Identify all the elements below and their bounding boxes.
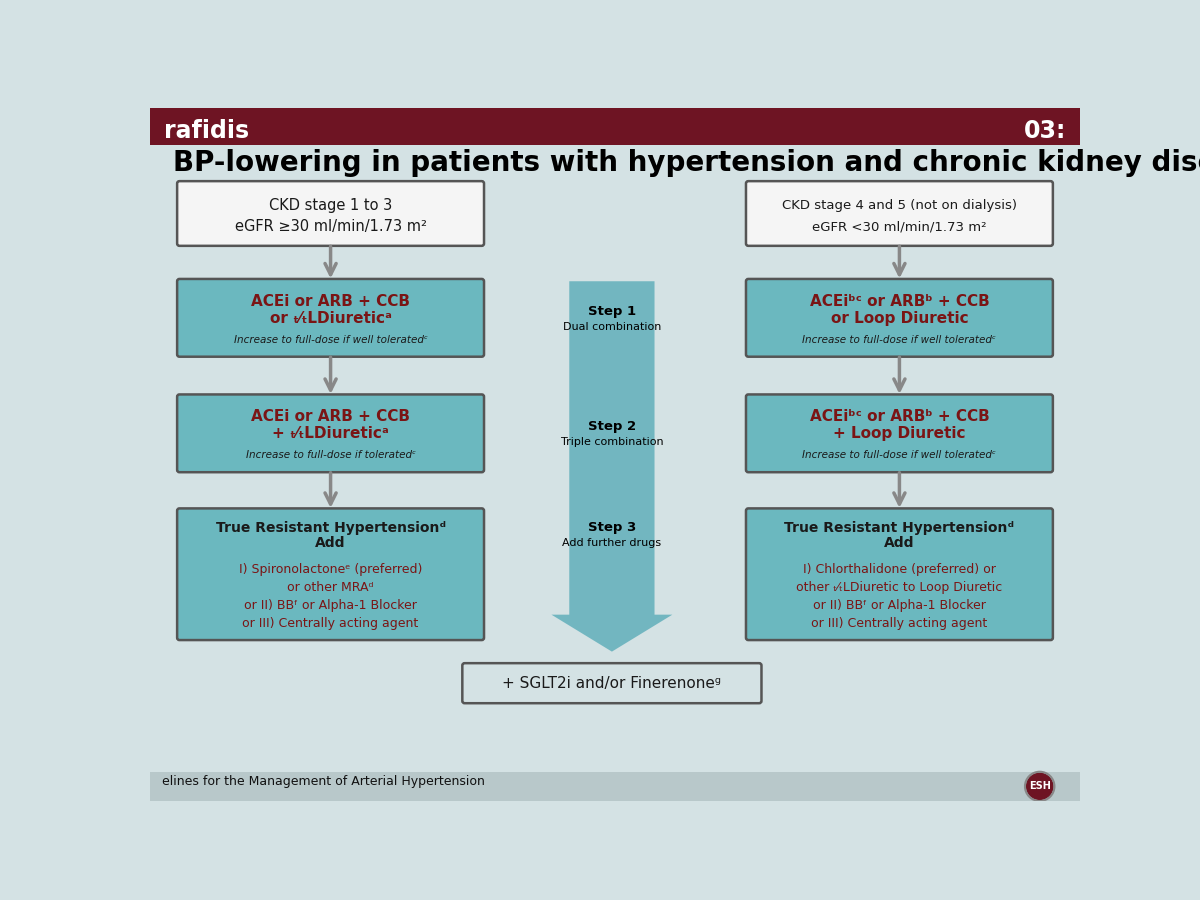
Text: eGFR ≥30 ml/min/1.73 m²: eGFR ≥30 ml/min/1.73 m²	[234, 219, 426, 234]
Text: + ₜ⁄ₜLDiureticᵃ: + ₜ⁄ₜLDiureticᵃ	[272, 427, 389, 441]
Text: Increase to full-dose if well toleratedᶜ: Increase to full-dose if well toleratedᶜ	[803, 335, 996, 345]
Text: True Resistant Hypertensionᵈ: True Resistant Hypertensionᵈ	[785, 520, 1014, 535]
Text: I) Chlorthalidone (preferred) or
other ₜ⁄ₜLDiuretic to Loop Diuretic
or II) BBᶠ : I) Chlorthalidone (preferred) or other ₜ…	[797, 563, 1002, 630]
FancyBboxPatch shape	[178, 394, 484, 472]
Text: ACEi or ARB + CCB: ACEi or ARB + CCB	[251, 293, 410, 309]
Text: ACEiᵇᶜ or ARBᵇ + CCB: ACEiᵇᶜ or ARBᵇ + CCB	[810, 410, 989, 424]
Text: Increase to full-dose if well toleratedᶜ: Increase to full-dose if well toleratedᶜ	[234, 335, 427, 345]
FancyBboxPatch shape	[462, 663, 762, 703]
FancyBboxPatch shape	[746, 181, 1052, 246]
Circle shape	[1026, 773, 1052, 799]
Text: or ₜ⁄ₜLDiureticᵃ: or ₜ⁄ₜLDiureticᵃ	[270, 310, 391, 326]
FancyBboxPatch shape	[178, 508, 484, 640]
Text: ACEiᵇᶜ or ARBᵇ + CCB: ACEiᵇᶜ or ARBᵇ + CCB	[810, 293, 989, 309]
Text: Step 2: Step 2	[588, 420, 636, 433]
Text: Step 1: Step 1	[588, 305, 636, 318]
FancyBboxPatch shape	[746, 394, 1052, 472]
Text: eGFR <30 ml/min/1.73 m²: eGFR <30 ml/min/1.73 m²	[812, 220, 986, 233]
Text: Increase to full-dose if toleratedᶜ: Increase to full-dose if toleratedᶜ	[246, 450, 415, 460]
Text: ESH: ESH	[1028, 781, 1051, 791]
FancyBboxPatch shape	[150, 771, 1080, 801]
FancyBboxPatch shape	[178, 279, 484, 356]
Text: I) Spironolactoneᵉ (preferred)
or other MRAᵈ
or II) BBᶠ or Alpha-1 Blocker
or II: I) Spironolactoneᵉ (preferred) or other …	[239, 563, 422, 630]
FancyBboxPatch shape	[746, 279, 1052, 356]
Text: Add further drugs: Add further drugs	[563, 538, 661, 548]
Text: CKD stage 4 and 5 (not on dialysis): CKD stage 4 and 5 (not on dialysis)	[782, 199, 1016, 212]
Text: Triple combination: Triple combination	[560, 437, 664, 447]
Text: elines for the Management of Arterial Hypertension: elines for the Management of Arterial Hy…	[162, 775, 485, 788]
Text: + SGLT2i and/or Finerenoneᵍ: + SGLT2i and/or Finerenoneᵍ	[503, 676, 721, 690]
Text: or Loop Diuretic: or Loop Diuretic	[830, 310, 968, 326]
Text: Increase to full-dose if well toleratedᶜ: Increase to full-dose if well toleratedᶜ	[803, 450, 996, 460]
Text: BP-lowering in patients with hypertension and chronic kidney disease: BP-lowering in patients with hypertensio…	[173, 149, 1200, 177]
Text: 03:: 03:	[1024, 119, 1066, 143]
Text: rafidis: rafidis	[164, 119, 250, 143]
FancyBboxPatch shape	[150, 108, 1080, 145]
FancyBboxPatch shape	[178, 181, 484, 246]
Text: Add: Add	[884, 536, 914, 550]
Text: Dual combination: Dual combination	[563, 321, 661, 332]
Text: + Loop Diuretic: + Loop Diuretic	[833, 427, 966, 441]
Text: ACEi or ARB + CCB: ACEi or ARB + CCB	[251, 410, 410, 424]
Text: Add: Add	[316, 536, 346, 550]
Text: CKD stage 1 to 3: CKD stage 1 to 3	[269, 197, 392, 212]
Text: True Resistant Hypertensionᵈ: True Resistant Hypertensionᵈ	[216, 520, 445, 535]
Polygon shape	[552, 281, 672, 652]
Text: Step 3: Step 3	[588, 521, 636, 534]
FancyBboxPatch shape	[746, 508, 1052, 640]
